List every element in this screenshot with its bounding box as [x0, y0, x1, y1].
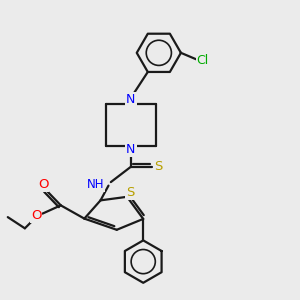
Text: N: N: [126, 93, 136, 106]
Text: Cl: Cl: [196, 54, 209, 67]
Text: S: S: [154, 160, 163, 173]
Text: O: O: [38, 178, 48, 191]
Text: N: N: [126, 143, 136, 157]
Text: NH: NH: [87, 178, 104, 191]
Text: O: O: [31, 208, 41, 222]
Text: S: S: [126, 186, 135, 199]
